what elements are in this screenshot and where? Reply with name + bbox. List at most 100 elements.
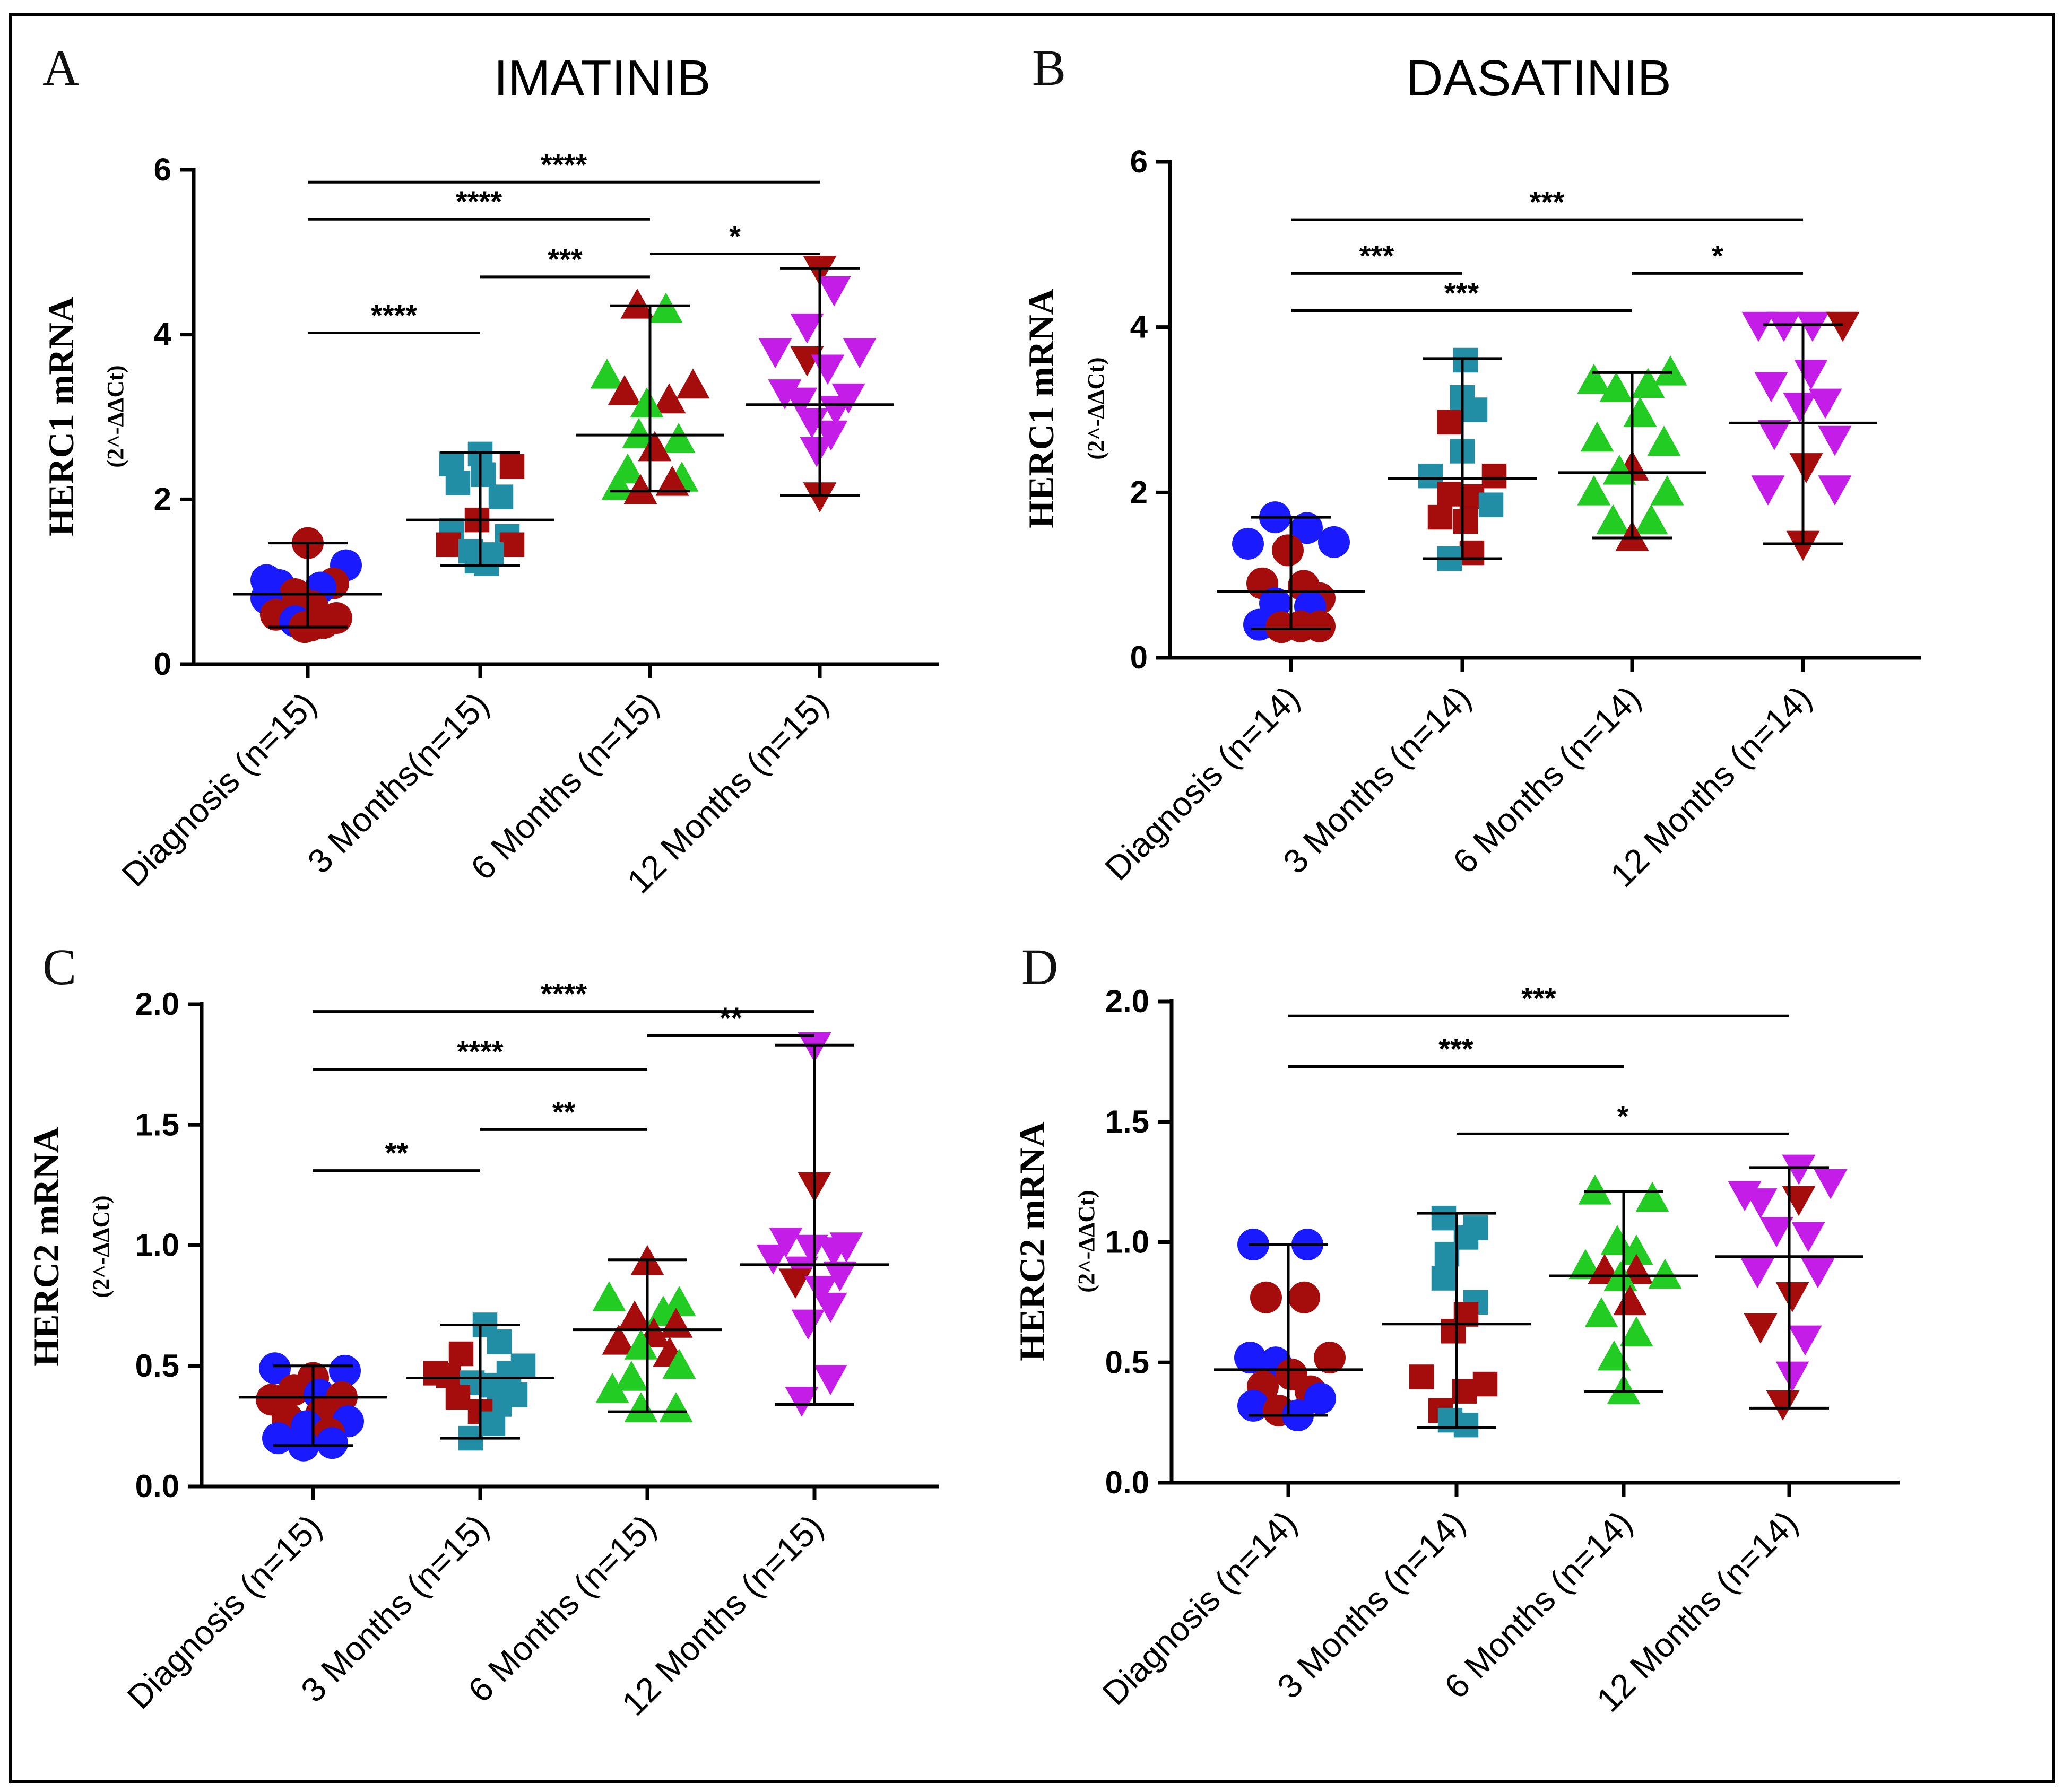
significance-label: *** — [1438, 1032, 1473, 1065]
y-tick-label: 2 — [154, 481, 171, 517]
significance-label: *** — [1530, 185, 1565, 219]
data-point — [1775, 1361, 1809, 1392]
data-point — [1437, 410, 1462, 435]
y-tick-label: 2.0 — [1105, 984, 1149, 1019]
y-tick-label: 6 — [154, 152, 171, 187]
group-points — [423, 1312, 536, 1451]
data-point — [1796, 311, 1830, 342]
data-point — [1580, 421, 1614, 452]
data-point — [1584, 1297, 1618, 1327]
y-axis-label: HERC1 mRNA — [1021, 289, 1061, 528]
data-point — [436, 1363, 461, 1388]
data-point — [480, 1411, 506, 1437]
significance-label: ** — [720, 1001, 743, 1034]
data-point — [1808, 388, 1842, 419]
figure-border — [9, 13, 2055, 1783]
data-point — [676, 368, 710, 399]
data-point — [649, 292, 683, 323]
data-point — [1600, 1225, 1634, 1255]
data-point — [1653, 355, 1687, 386]
data-point — [1596, 504, 1630, 535]
y-tick-label: 6 — [1130, 144, 1148, 179]
data-point — [1757, 420, 1791, 450]
data-point — [1775, 1282, 1809, 1312]
data-point — [769, 1228, 803, 1258]
panel-letter: D — [1021, 938, 1058, 995]
significance-label: ** — [552, 1095, 576, 1128]
data-point — [1478, 492, 1504, 517]
data-point — [1568, 1249, 1602, 1280]
significance-label: *** — [1359, 239, 1394, 272]
significance-label: * — [1712, 239, 1723, 272]
data-point — [804, 1276, 838, 1306]
y-tick-label: 1.0 — [135, 1228, 179, 1263]
data-point — [1767, 311, 1801, 342]
data-point — [817, 1237, 851, 1267]
y-axis-unit: (2^-ΔΔCt) — [1073, 1190, 1099, 1292]
y-axis-label: HERC2 mRNA — [26, 1127, 66, 1366]
y-tick-label: 4 — [1130, 309, 1148, 345]
data-point — [1234, 1342, 1266, 1374]
data-point — [655, 465, 689, 496]
data-point — [1453, 509, 1478, 534]
data-point — [259, 1352, 291, 1385]
data-point — [638, 431, 672, 462]
y-tick-label: 1.0 — [1105, 1224, 1149, 1260]
group-points — [1728, 1154, 1848, 1421]
data-point — [1472, 1371, 1498, 1397]
data-point — [784, 387, 818, 418]
y-tick-label: 0.0 — [1105, 1465, 1149, 1500]
data-point — [622, 417, 656, 448]
data-point — [1741, 311, 1775, 342]
data-point — [659, 1392, 693, 1422]
data-point — [843, 338, 877, 369]
data-point — [445, 1385, 471, 1410]
data-point — [1431, 1205, 1457, 1231]
data-point — [1237, 1389, 1269, 1422]
group-points — [1232, 501, 1350, 643]
significance-label: **** — [541, 147, 587, 181]
data-point — [1783, 393, 1817, 423]
data-point — [595, 1372, 629, 1403]
data-point — [1619, 1316, 1653, 1347]
data-point — [1647, 425, 1681, 456]
data-point — [499, 454, 525, 479]
data-point — [814, 420, 848, 451]
significance-label: **** — [371, 299, 417, 332]
data-point — [1744, 1188, 1778, 1219]
data-point — [1801, 1258, 1835, 1289]
data-point — [1291, 512, 1323, 544]
data-point — [1744, 1313, 1778, 1344]
y-tick-label: 0.5 — [135, 1348, 179, 1384]
data-point — [1786, 530, 1820, 561]
data-point — [1631, 368, 1665, 398]
data-point — [768, 379, 802, 410]
significance-label: *** — [1521, 981, 1556, 1015]
group-points — [592, 1245, 696, 1422]
data-point — [1288, 1281, 1320, 1313]
data-point — [1437, 482, 1462, 507]
significance-label: * — [1617, 1099, 1629, 1133]
data-point — [620, 288, 654, 319]
data-point — [791, 1309, 825, 1340]
panel-letter: A — [42, 39, 79, 96]
data-point — [1634, 504, 1668, 535]
group-points — [256, 1352, 364, 1462]
data-point — [813, 1292, 847, 1323]
data-point — [1791, 1222, 1825, 1252]
data-point — [1818, 475, 1852, 506]
data-point — [1635, 1181, 1669, 1212]
data-point — [623, 474, 657, 504]
data-point — [1650, 475, 1684, 506]
data-point — [662, 1349, 696, 1379]
data-point — [756, 1244, 790, 1275]
data-point — [1232, 527, 1264, 560]
y-tick-label: 0.5 — [1105, 1344, 1149, 1380]
significance-label: **** — [457, 1035, 503, 1068]
data-point — [1602, 454, 1636, 485]
data-point — [1577, 475, 1611, 506]
y-tick-label: 1.5 — [135, 1107, 179, 1142]
data-point — [758, 338, 792, 369]
y-axis-unit: (2^-ΔΔCt) — [102, 365, 128, 467]
data-point — [1826, 311, 1860, 342]
